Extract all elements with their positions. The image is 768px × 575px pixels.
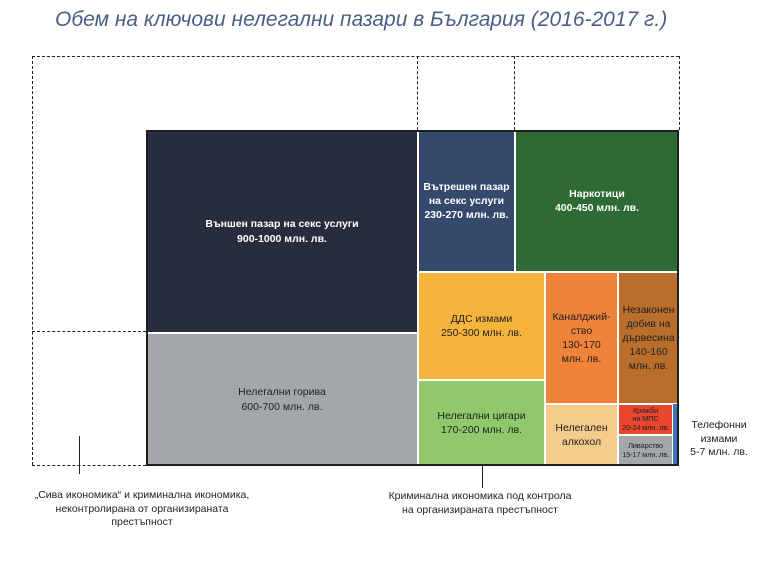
tile-label: Ливарство 15-17 млн. лв.: [622, 440, 669, 459]
tile-label: Каналджий- ство 130-170 млн. лв.: [552, 310, 611, 366]
dashed-line-divider-1: [417, 56, 418, 130]
dashed-line-top: [32, 56, 679, 57]
tile-label: Наркотици 400-450 млн. лв.: [554, 187, 640, 214]
tile-label: Нелегални горива 600-700 млн. лв.: [238, 386, 326, 413]
tile-label: Външен пазар на секс услуги 900-1000 млн…: [205, 218, 359, 245]
chart-title: Обем на ключови нелегални пазари в Бълга…: [55, 8, 668, 31]
dashed-line-left: [32, 56, 33, 465]
annotation-grey-economy: „Сива икономика“ и криминална икономика,…: [34, 489, 250, 529]
tile-cigarettes: Нелегални цигари 170-200 млн. лв.: [418, 380, 545, 466]
tile-label: Вътрешен пазар на секс услуги 230-270 мл…: [423, 180, 510, 222]
tile-label: Нелегални цигари 170-200 млн. лв.: [437, 409, 526, 436]
tile-alcohol: Нелегален алкохол: [545, 404, 618, 466]
tile-sewage: Каналджий- ство 130-170 млн. лв.: [545, 272, 618, 404]
dashed-line-bottom: [32, 465, 146, 466]
tile-fuel: Нелегални горива 600-700 млн. лв.: [146, 333, 418, 466]
phone-scam-label: Телефонни измами 5-7 млн. лв.: [690, 419, 748, 459]
dashed-line-mid: [32, 331, 146, 332]
tile-cars: Кражби на МПС 20-24 млн. лв.: [618, 404, 673, 435]
tile-vat: ДДС измами 250-300 млн. лв.: [418, 272, 545, 380]
tile-phone: [673, 404, 679, 466]
dashed-line-right: [679, 56, 680, 130]
tile-label: ДДС измами 250-300 млн. лв.: [440, 312, 523, 339]
annotation-organized-crime: Криминална икономика под контрола на орг…: [388, 490, 572, 516]
dashed-line-divider-2: [514, 56, 515, 130]
tile-drugs: Наркотици 400-450 млн. лв.: [515, 130, 679, 272]
tile-scrap: Ливарство 15-17 млн. лв.: [618, 435, 673, 466]
tile-label: Незаконен добив на дървесина 140-160 млн…: [622, 303, 675, 373]
tile-label: Кражби на МПС 20-24 млн. лв.: [622, 405, 669, 432]
tile-timber: Незаконен добив на дървесина 140-160 млн…: [618, 272, 679, 404]
pointer-line-organized: [482, 466, 483, 488]
pointer-line-grey: [79, 436, 80, 474]
tile-sex-internal: Вътрешен пазар на секс услуги 230-270 мл…: [418, 130, 515, 272]
tile-label: Нелегален алкохол: [555, 421, 608, 448]
tile-sex-external: Външен пазар на секс услуги 900-1000 млн…: [146, 130, 418, 333]
